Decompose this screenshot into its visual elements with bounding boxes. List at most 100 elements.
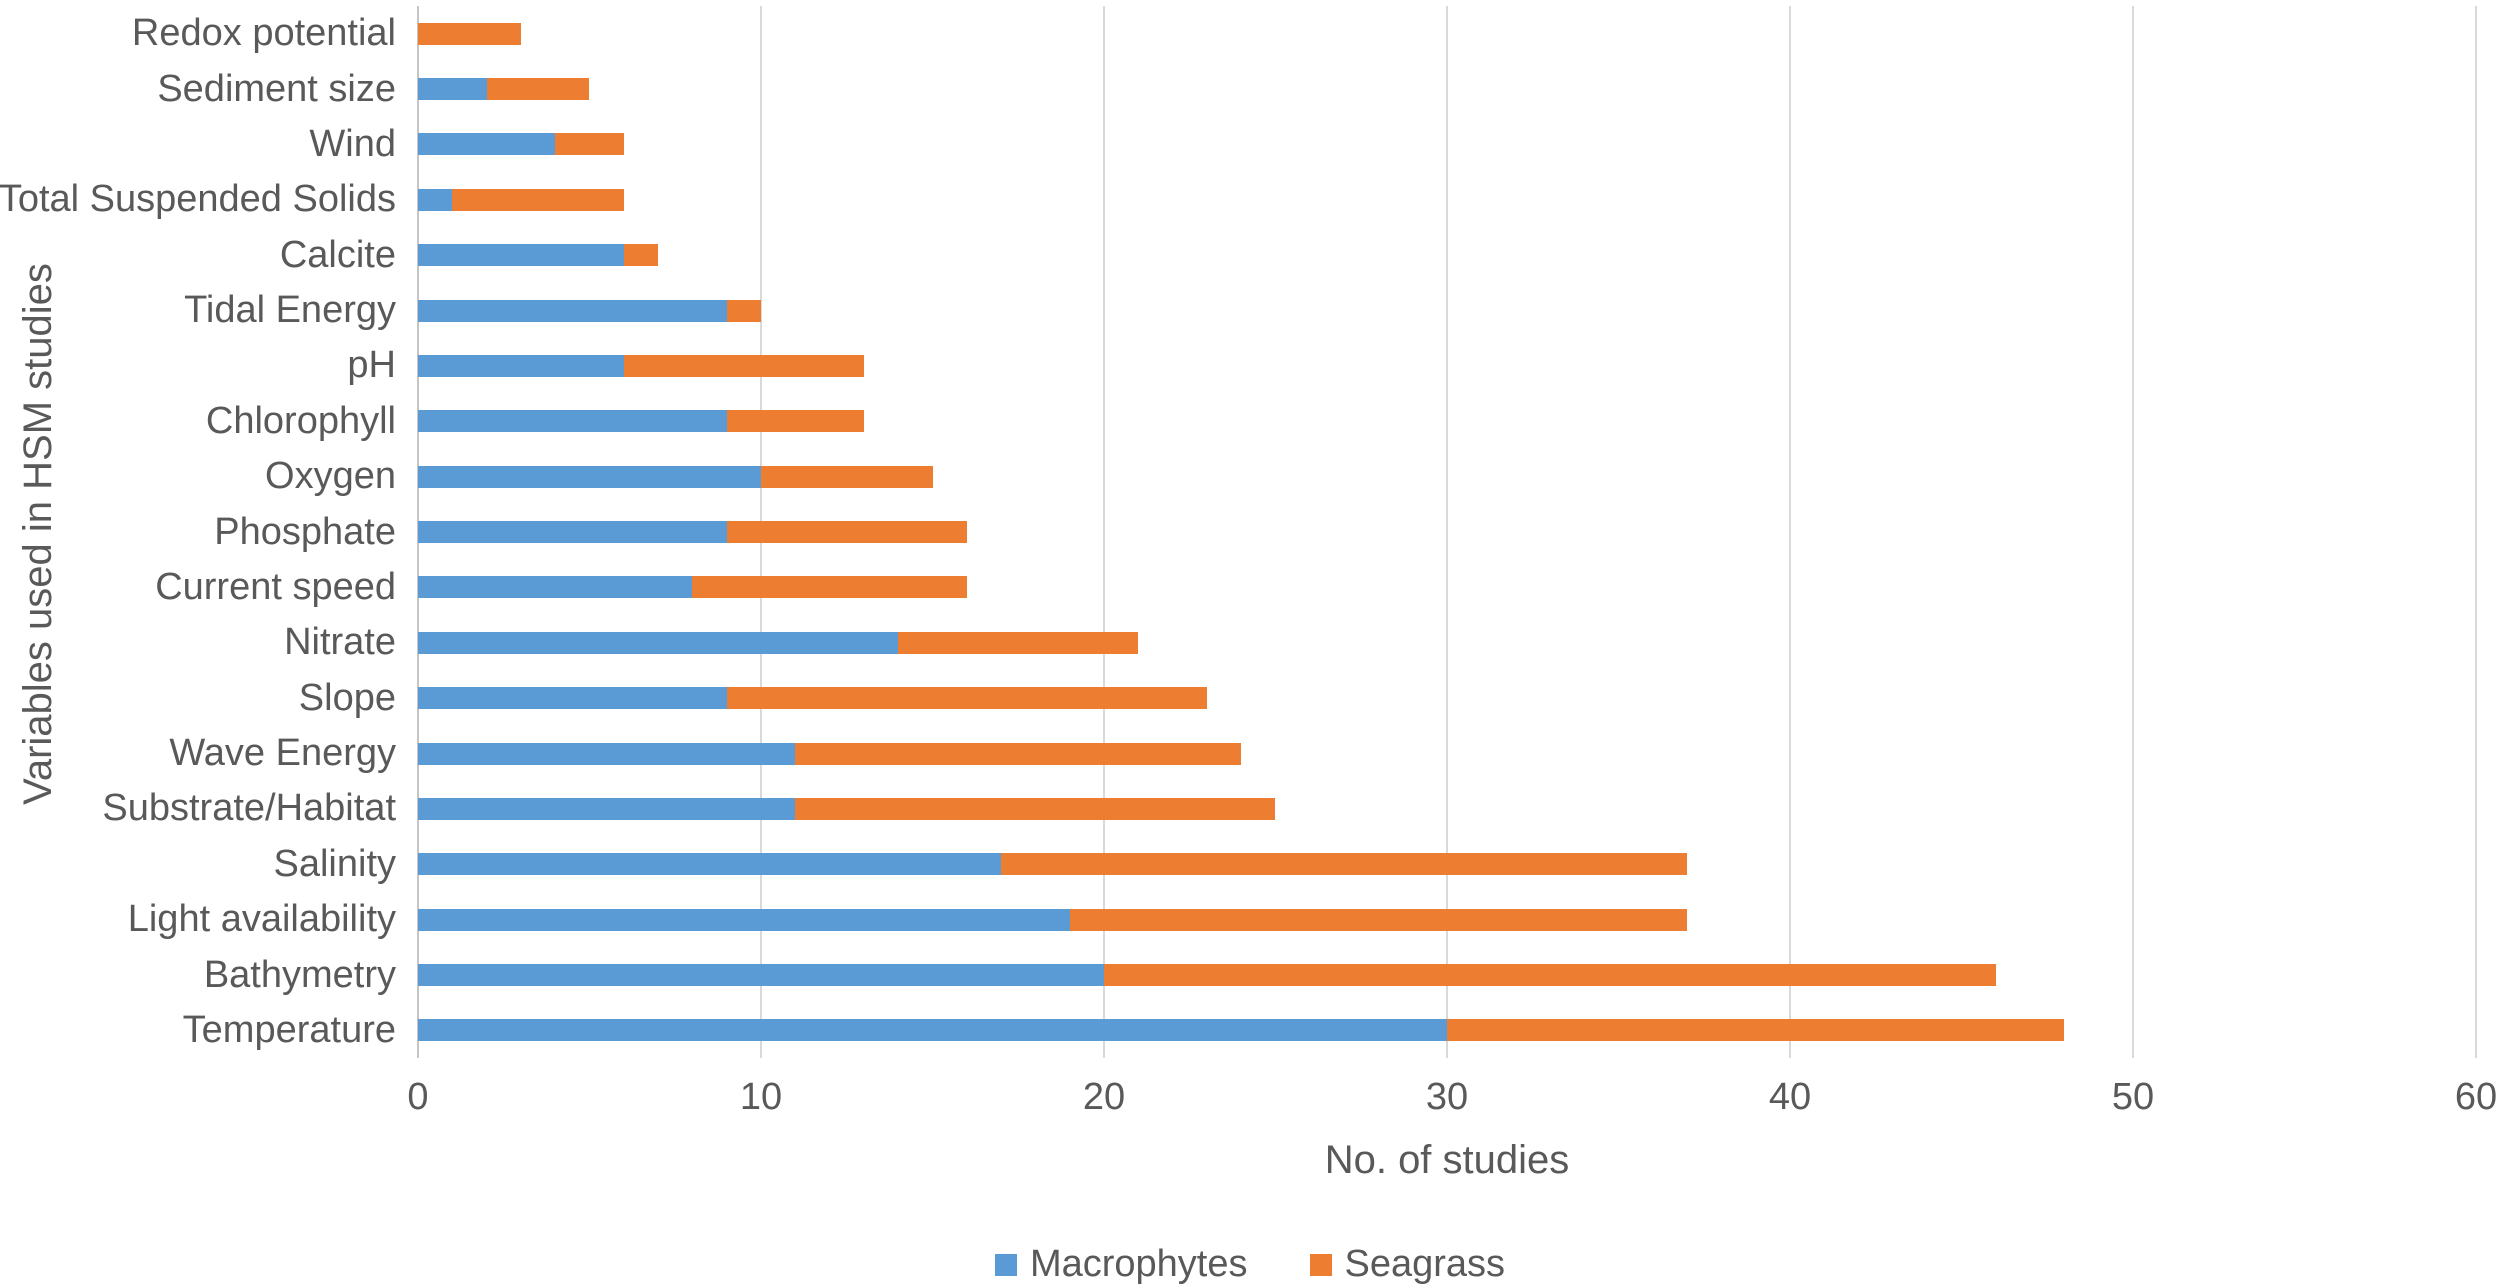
- bar-segment-seagrass: [726, 410, 864, 433]
- gridline-20: [1103, 6, 1105, 1058]
- bar-row: Total Suspended Solids: [0, 172, 2476, 227]
- bar-segment-seagrass: [795, 742, 1242, 765]
- bar-row: Salinity: [274, 837, 2476, 892]
- bar-segment-macrophytes: [418, 908, 1070, 931]
- legend-item-seagrass: Seagrass: [1309, 1243, 1506, 1286]
- bar-segment-seagrass: [486, 78, 590, 101]
- bar-segment-macrophytes: [418, 853, 1002, 876]
- bar-segment-macrophytes: [418, 964, 1104, 987]
- bar-segment-seagrass: [726, 521, 967, 544]
- x-tick-label: 10: [739, 1076, 783, 1118]
- legend: Macrophytes Seagrass: [0, 1242, 2500, 1287]
- stacked-bar: [418, 78, 590, 101]
- bar-segment-macrophytes: [418, 78, 487, 101]
- x-tick-label: 30: [1425, 1076, 1469, 1118]
- legend-label-seagrass: Seagrass: [1344, 1243, 1506, 1285]
- bar-segment-seagrass: [692, 576, 967, 599]
- bar-row: Current speed: [155, 560, 2476, 615]
- bar-row: Temperature: [183, 1003, 2476, 1058]
- legend-label-macrophytes: Macrophytes: [1029, 1243, 1248, 1285]
- x-axis-tick-labels: 0 10 20 30 40 50 60: [407, 1076, 2497, 1124]
- bar-segment-macrophytes: [418, 133, 556, 156]
- bar-rows: Redox potential Sediment size Wind Total Su…: [0, 6, 2476, 1058]
- legend-item-macrophytes: Macrophytes: [994, 1243, 1248, 1286]
- bar-row: Tidal Energy: [184, 283, 2476, 338]
- stacked-bar: [418, 1019, 2065, 1042]
- bar-segment-macrophytes: [418, 687, 727, 710]
- category-label: Wave Energy: [169, 732, 396, 775]
- bar-segment-seagrass: [1104, 964, 1996, 987]
- gridline-50: [2132, 6, 2134, 1058]
- bar-segment-macrophytes: [418, 299, 727, 322]
- stacked-bar: [418, 133, 624, 156]
- category-label: Slope: [298, 676, 396, 719]
- category-label: pH: [347, 344, 396, 387]
- bar-segment-macrophytes: [418, 354, 624, 377]
- bar-segment-seagrass: [726, 299, 761, 322]
- bar-row: Substrate/Habitat: [102, 781, 2476, 836]
- category-label: Current speed: [155, 565, 396, 608]
- bar-row: Phosphate: [214, 504, 2476, 559]
- bar-row: Oxygen: [265, 449, 2476, 504]
- bar-segment-macrophytes: [418, 188, 453, 211]
- legend-swatch-macrophytes-icon: [994, 1253, 1017, 1276]
- plot-area: Redox potential Sediment size Wind Total Su…: [0, 6, 2477, 1058]
- bar-segment-macrophytes: [418, 521, 727, 544]
- bar-segment-macrophytes: [418, 244, 624, 267]
- category-label: Tidal Energy: [184, 289, 396, 332]
- bar-row: Chlorophyll: [206, 394, 2476, 449]
- category-label: Temperature: [182, 1008, 396, 1051]
- category-label: Substrate/Habitat: [102, 787, 396, 830]
- stacked-bar: [418, 188, 624, 211]
- stacked-bar: [418, 521, 967, 544]
- stacked-bar: [418, 299, 761, 322]
- category-label: Total Suspended Solids: [0, 178, 396, 221]
- x-tick-label: 0: [407, 1076, 429, 1118]
- bar-segment-seagrass: [1001, 853, 1688, 876]
- bar-segment-macrophytes: [418, 631, 899, 654]
- bar-segment-macrophytes: [418, 742, 796, 765]
- stacked-bar: [418, 631, 1139, 654]
- bar-segment-seagrass: [726, 687, 1207, 710]
- x-tick-label: 50: [2111, 1076, 2155, 1118]
- bar-segment-seagrass: [795, 797, 1276, 820]
- category-label: Phosphate: [214, 510, 396, 553]
- bar-row: Calcite: [280, 228, 2476, 283]
- stacked-bar: [418, 410, 864, 433]
- bar-segment-seagrass: [1447, 1019, 2065, 1042]
- bar-segment-seagrass: [761, 465, 933, 488]
- bar-segment-macrophytes: [418, 465, 761, 488]
- bar-row: Wind: [309, 117, 2476, 172]
- bar-segment-seagrass: [452, 188, 624, 211]
- stacked-bar: [418, 576, 967, 599]
- gridline-40: [1789, 6, 1791, 1058]
- stacked-bar: [418, 22, 521, 45]
- stacked-bar: [418, 797, 1276, 820]
- bar-segment-macrophytes: [418, 1019, 1447, 1042]
- bar-segment-seagrass: [418, 22, 521, 45]
- bar-row: Wave Energy: [169, 726, 2476, 781]
- category-label: Light availability: [127, 898, 396, 941]
- bar-row: Bathymetry: [204, 947, 2476, 1002]
- bar-segment-seagrass: [898, 631, 1139, 654]
- bar-row: Redox potential: [132, 6, 2476, 61]
- category-label: Chlorophyll: [205, 399, 396, 442]
- bar-segment-macrophytes: [418, 576, 693, 599]
- x-tick-label: 60: [2454, 1076, 2498, 1118]
- bar-segment-seagrass: [555, 133, 624, 156]
- bar-row: Sediment size: [157, 61, 2476, 116]
- x-tick-label: 20: [1082, 1076, 1126, 1118]
- bar-segment-seagrass: [623, 354, 864, 377]
- bar-segment-macrophytes: [418, 410, 727, 433]
- stacked-bar: [418, 964, 1996, 987]
- gridline-30: [1446, 6, 1448, 1058]
- category-label: Bathymetry: [203, 953, 396, 996]
- category-label: Nitrate: [284, 621, 396, 664]
- stacked-bar: [418, 244, 659, 267]
- bar-row: pH: [347, 338, 2476, 393]
- bar-segment-seagrass: [1069, 908, 1688, 931]
- gridline-60: [2475, 6, 2477, 1058]
- legend-swatch-seagrass-icon: [1309, 1253, 1332, 1276]
- stacked-bar: [418, 687, 1207, 710]
